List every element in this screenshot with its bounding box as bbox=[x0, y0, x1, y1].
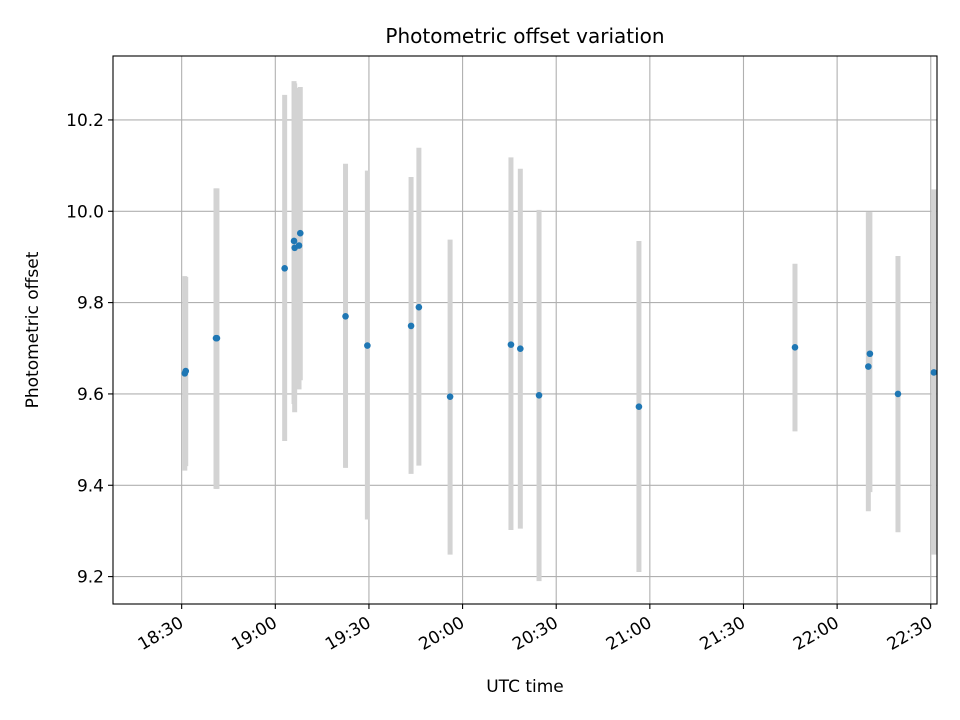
data-point-13 bbox=[446, 393, 454, 400]
chart-title: Photometric offset variation bbox=[385, 24, 664, 48]
data-points bbox=[181, 229, 938, 411]
data-point-5 bbox=[290, 237, 298, 245]
y-tick-label: 10.2 bbox=[66, 111, 104, 131]
data-point-16 bbox=[535, 392, 543, 399]
data-point-20 bbox=[866, 350, 874, 358]
data-point-15 bbox=[517, 345, 524, 353]
data-point-22 bbox=[930, 369, 938, 376]
data-point-21 bbox=[894, 390, 902, 398]
data-point-4 bbox=[281, 265, 288, 272]
y-tick-label: 9.6 bbox=[77, 385, 104, 405]
data-point-10 bbox=[364, 342, 371, 349]
y-tick-label: 10.0 bbox=[66, 202, 104, 222]
data-point-11 bbox=[407, 322, 415, 330]
grid-lines bbox=[113, 56, 937, 604]
data-point-9 bbox=[342, 313, 349, 320]
data-point-19 bbox=[865, 363, 872, 370]
data-point-3 bbox=[213, 334, 221, 342]
y-axis-title: Photometric offset bbox=[23, 251, 43, 408]
x-axis-title: UTC time bbox=[486, 677, 564, 697]
y-tick-label: 9.2 bbox=[77, 568, 104, 588]
data-point-8 bbox=[295, 242, 303, 249]
data-point-18 bbox=[791, 344, 799, 351]
data-point-1 bbox=[182, 367, 190, 375]
y-tick-label: 9.4 bbox=[77, 476, 104, 496]
data-point-12 bbox=[415, 303, 423, 311]
plot-frame bbox=[112, 55, 938, 605]
data-point-17 bbox=[635, 403, 643, 411]
y-tick-label: 9.8 bbox=[77, 294, 104, 314]
data-point-14 bbox=[507, 341, 515, 348]
data-point-7 bbox=[296, 229, 304, 237]
